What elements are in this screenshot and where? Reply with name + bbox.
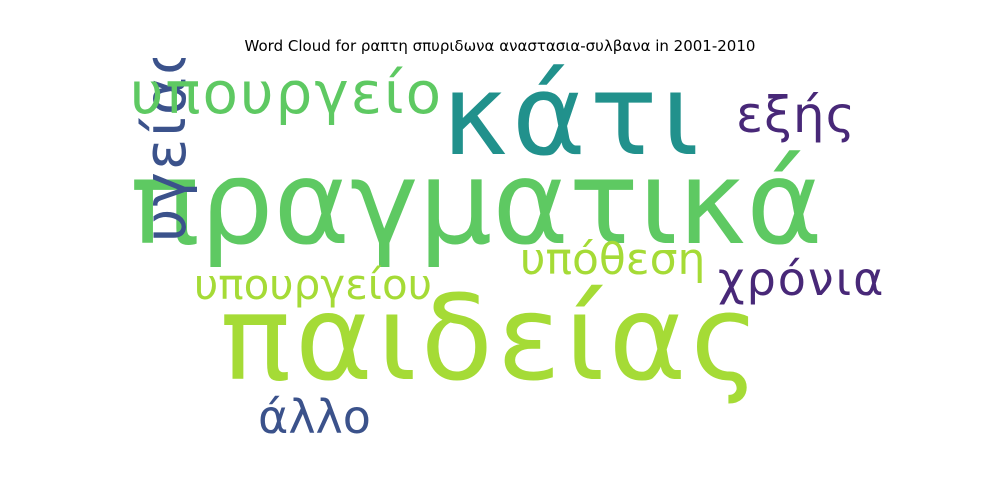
- chart-title: Word Cloud for ραπτη σπυριδωνα αναστασια…: [244, 37, 756, 55]
- word-cloud-word: εξής: [736, 86, 856, 144]
- word-cloud-word: άλλο: [258, 390, 371, 442]
- word-cloud-word: χρόνια: [718, 252, 886, 306]
- word-cloud-word: υπουργείο: [130, 59, 444, 127]
- word-cloud: πραγματικά παιδείας κάτι υγείας υπουργείο υπο…: [126, 58, 894, 442]
- word-cloud-word: κάτι: [442, 58, 704, 181]
- word-cloud-word: υπουργείου: [194, 260, 433, 309]
- word-cloud-word: υπόθεση: [520, 234, 706, 285]
- word-cloud-word: πραγματικά: [130, 136, 823, 271]
- word-cloud-word: παιδείας: [220, 269, 764, 407]
